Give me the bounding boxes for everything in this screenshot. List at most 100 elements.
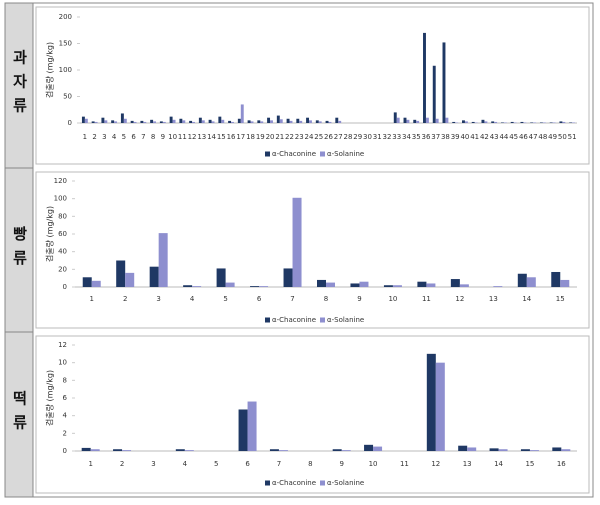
bar [240,104,244,123]
y-tick-label: 8 [63,376,67,384]
bar [189,120,193,123]
bar [130,120,134,123]
bar [259,286,269,287]
legend-swatch [320,151,325,157]
bar [292,197,302,287]
bar [467,447,477,451]
group-cell [4,331,34,498]
chart-border [35,171,590,329]
group-label: 빵류 [11,226,29,274]
x-tick-label: 6 [257,295,262,303]
y-tick-label: 0 [63,447,67,455]
bar [569,122,573,123]
bar [494,121,498,123]
bar [153,121,157,123]
x-tick-label: 13 [489,295,498,303]
bar [276,115,280,123]
x-tick-label: 42 [480,133,489,141]
bar [306,117,310,123]
x-tick-label: 9 [357,295,361,303]
bar [416,120,420,123]
y-tick-label: 2 [63,429,67,437]
x-tick-label: 3 [156,295,160,303]
bar [328,121,332,123]
bar [159,121,163,123]
y-tick-label: 10 [58,359,67,367]
x-tick-label: 28 [344,133,353,141]
x-tick-label: 7 [277,460,281,468]
bar [81,116,85,123]
x-tick-label: 11 [178,133,187,141]
bar [464,121,468,123]
x-tick-label: 23 [295,133,304,141]
x-tick-label: 3 [102,133,106,141]
legend-label: α-Solanine [327,150,364,158]
y-tick-label: 200 [59,13,72,21]
legend-label: α-Chaconine [272,150,316,158]
bar [393,112,397,123]
x-tick-label: 14 [494,460,503,468]
bar [114,121,118,123]
bar [462,120,465,123]
bar [529,450,539,451]
bar [238,409,248,451]
y-tick-label: 100 [59,66,72,74]
x-tick-label: 6 [131,133,136,141]
bar [489,448,499,451]
y-tick-label: 60 [58,230,67,238]
bar [359,281,369,287]
x-tick-label: 6 [245,460,250,468]
bar [455,122,459,123]
bar [493,286,503,287]
bar [120,113,124,123]
bar [559,121,563,123]
bar [111,120,115,123]
bar [150,119,154,123]
bar [452,121,456,123]
bar [91,280,101,287]
bar [175,449,185,451]
x-tick-label: 10 [168,133,177,141]
bar [162,121,166,123]
bar [560,279,570,287]
x-tick-label: 47 [529,133,538,141]
x-tick-label: 2 [123,295,127,303]
bar [82,277,92,287]
x-tick-label: 1 [83,133,87,141]
bar [216,268,226,287]
x-tick-label: 5 [122,133,126,141]
bar [123,118,127,123]
y-tick-label: 0 [68,119,72,127]
x-tick-label: 34 [402,133,411,141]
x-tick-label: 2 [120,460,124,468]
bar [549,122,553,123]
x-tick-label: 13 [463,460,472,468]
bar [552,447,562,451]
x-tick-label: 10 [369,460,378,468]
bar [84,118,88,123]
bar [125,272,135,287]
x-tick-label: 3 [151,460,155,468]
y-tick-label: 6 [63,394,68,402]
y-tick-label: 0 [63,283,67,291]
bar [225,282,235,287]
bar [325,120,329,123]
bar [208,119,212,123]
bar [520,121,524,123]
x-tick-label: 16 [557,460,566,468]
x-tick-label: 26 [324,133,333,141]
bar [500,122,504,123]
y-tick-label: 80 [58,212,67,220]
bar [326,282,335,287]
x-tick-label: 8 [151,133,155,141]
bar [228,120,232,123]
bar [201,120,205,123]
legend-label: α-Solanine [327,479,364,487]
group-label: 과자류 [11,50,29,122]
bar [413,119,417,123]
bar [257,120,261,123]
bar [423,32,426,123]
bar [143,121,147,123]
bar [283,268,293,287]
bar [332,449,342,451]
